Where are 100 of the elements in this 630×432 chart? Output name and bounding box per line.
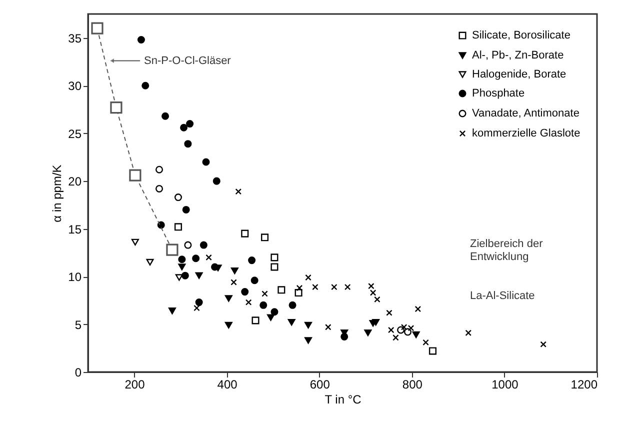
y-tick-label: 10 <box>68 270 82 284</box>
x-tick-label: 1000 <box>492 378 519 392</box>
point <box>212 177 220 185</box>
legend-label: Vanadate, Antimonate <box>472 108 580 120</box>
point <box>304 322 312 329</box>
y-tick-label: 30 <box>68 79 82 94</box>
point <box>428 347 436 355</box>
point <box>248 256 256 264</box>
point <box>260 301 268 309</box>
point <box>180 124 188 132</box>
point <box>156 166 164 174</box>
legend-label: Halogenide, Borate <box>472 68 566 80</box>
point <box>288 301 296 309</box>
point <box>146 258 154 266</box>
point <box>178 256 186 264</box>
x-tick-label: 800 <box>402 378 423 392</box>
point <box>184 140 192 148</box>
point <box>131 238 139 246</box>
point <box>397 326 405 334</box>
point <box>166 244 178 256</box>
x-tick-label: 600 <box>310 378 330 392</box>
point <box>388 326 394 334</box>
point <box>181 272 189 280</box>
point <box>422 339 429 346</box>
point <box>278 286 286 294</box>
point <box>404 328 412 336</box>
y-tick-label: 25 <box>68 126 82 141</box>
x-tick-label: 400 <box>217 378 238 392</box>
x-axis-title: T in °C <box>324 392 362 406</box>
point <box>230 267 238 274</box>
point <box>184 241 192 249</box>
point <box>270 254 278 262</box>
point <box>241 288 249 296</box>
point <box>392 334 399 341</box>
legend-label: Silicate, Borosilicate <box>472 30 570 42</box>
point <box>224 322 232 329</box>
y-tick-label: 5 <box>74 318 82 332</box>
x-tick-label: 1200 <box>570 378 598 392</box>
point <box>250 276 258 284</box>
point <box>174 223 182 231</box>
point <box>414 306 422 312</box>
point <box>162 112 170 120</box>
x-tick-label: 200 <box>124 378 146 392</box>
legend-label: Phosphate <box>472 88 525 100</box>
point <box>288 319 296 326</box>
point <box>91 22 104 34</box>
point <box>194 304 200 312</box>
annotation: La-Al-Silicate <box>470 290 535 302</box>
point <box>168 308 176 314</box>
y-tick-label: 20 <box>68 174 82 189</box>
point <box>235 188 242 195</box>
legend-label: kommerzielle Glaslote <box>472 128 580 140</box>
point <box>224 295 232 302</box>
point <box>262 290 268 297</box>
point <box>267 314 275 321</box>
point <box>261 234 269 242</box>
point <box>230 279 237 286</box>
y-axis-title: α in ppm/K <box>50 164 64 222</box>
y-tick-label: 15 <box>68 222 82 236</box>
legend-label: Al-, Pb-, Zn-Borate <box>472 50 564 62</box>
point <box>340 332 348 340</box>
point <box>344 284 351 290</box>
point <box>372 319 380 326</box>
point <box>206 254 212 261</box>
point <box>156 184 164 192</box>
annotation: Sn-P-O-Cl-Gläser <box>144 54 232 67</box>
point <box>202 158 210 166</box>
y-tick-label: 35 <box>68 31 82 46</box>
point <box>296 284 303 292</box>
point <box>129 169 142 182</box>
point <box>540 341 546 348</box>
point <box>270 263 278 271</box>
point <box>195 298 203 306</box>
point <box>364 330 372 336</box>
point <box>200 241 208 249</box>
point <box>252 316 260 324</box>
point <box>175 274 183 281</box>
point <box>412 331 420 338</box>
annotation: Zielbereich der Entwicklung <box>470 238 544 263</box>
point <box>465 330 472 336</box>
point <box>386 310 392 316</box>
point <box>245 299 252 306</box>
point <box>195 272 203 279</box>
point <box>186 120 194 128</box>
y-tick-label: 0 <box>74 366 82 380</box>
point <box>182 206 190 214</box>
point <box>312 284 318 290</box>
point <box>211 263 219 271</box>
point <box>305 274 312 281</box>
point <box>137 36 145 44</box>
point <box>270 308 278 316</box>
point <box>325 324 332 330</box>
point <box>174 194 182 202</box>
point <box>178 264 186 270</box>
point <box>110 102 122 114</box>
point <box>304 337 312 344</box>
point <box>192 254 200 262</box>
point <box>370 290 376 296</box>
point <box>368 282 374 290</box>
point <box>374 296 380 303</box>
